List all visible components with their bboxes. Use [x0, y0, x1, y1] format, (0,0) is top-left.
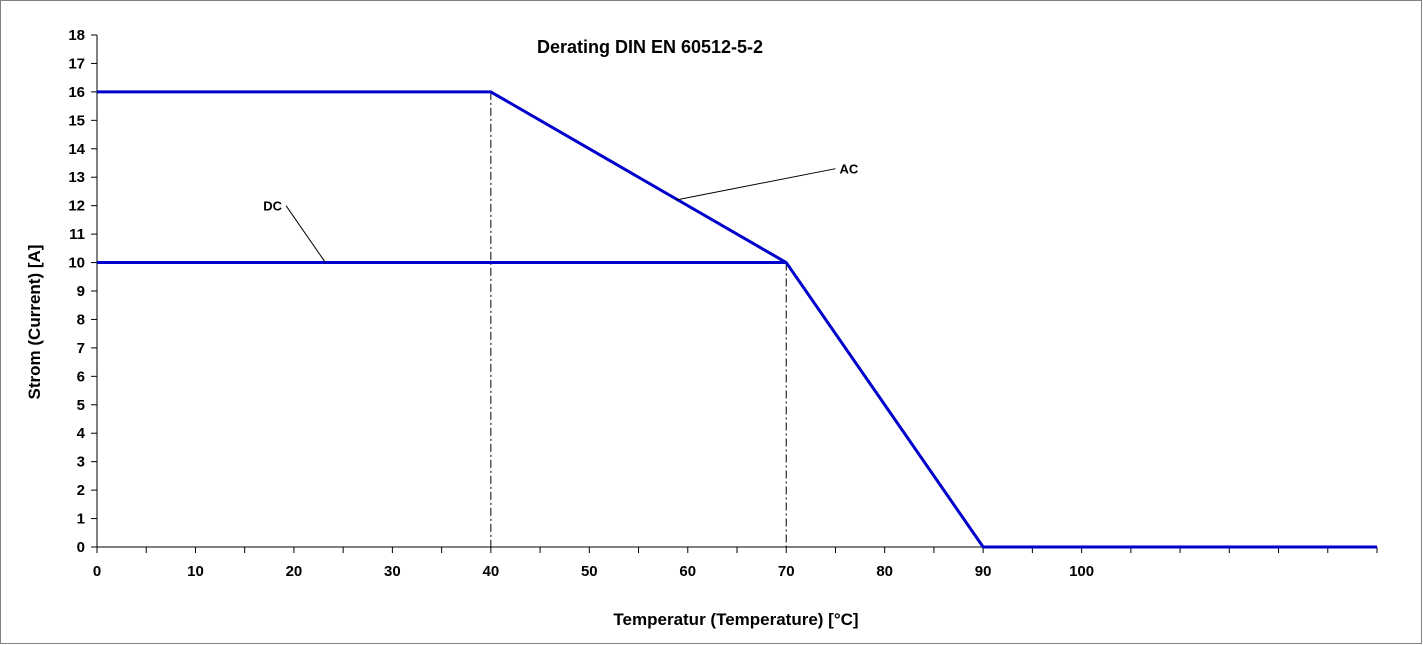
- annotation-leader: [675, 168, 836, 201]
- y-tick-label: 3: [77, 454, 85, 471]
- y-tick-label: 8: [77, 311, 85, 328]
- x-tick-label: 90: [975, 563, 992, 580]
- x-tick-label: 60: [679, 563, 696, 580]
- y-tick-label: 16: [68, 84, 85, 101]
- y-tick-label: 18: [68, 27, 85, 44]
- y-tick-label: 5: [77, 397, 85, 414]
- x-tick-label: 10: [187, 563, 204, 580]
- y-tick-label: 12: [68, 198, 85, 215]
- x-tick-label: 80: [876, 563, 893, 580]
- y-tick-label: 10: [68, 255, 85, 272]
- y-tick-label: 4: [77, 425, 86, 442]
- chart-title: Derating DIN EN 60512-5-2: [537, 37, 763, 57]
- x-tick-label: 100: [1069, 563, 1094, 580]
- y-tick-label: 15: [68, 112, 85, 129]
- x-tick-label: 20: [286, 563, 303, 580]
- y-tick-label: 6: [77, 368, 85, 385]
- x-tick-label: 30: [384, 563, 401, 580]
- y-tick-label: 1: [77, 511, 85, 528]
- y-tick-label: 9: [77, 283, 85, 300]
- x-tick-label: 50: [581, 563, 598, 580]
- y-tick-label: 17: [68, 55, 85, 72]
- x-axis-title: Temperatur (Temperature) [°C]: [613, 610, 858, 629]
- x-tick-label: 70: [778, 563, 795, 580]
- x-tick-label: 0: [93, 563, 101, 580]
- y-tick-label: 0: [77, 539, 85, 556]
- annotation-leader: [285, 205, 326, 263]
- x-tick-label: 40: [483, 563, 500, 580]
- y-tick-label: 14: [68, 141, 85, 158]
- y-axis-title: Strom (Current) [A]: [25, 245, 44, 400]
- y-tick-label: 13: [68, 169, 85, 186]
- y-tick-label: 7: [77, 340, 85, 357]
- y-tick-label: 2: [77, 482, 85, 499]
- annotation-label-dc: DC: [263, 199, 282, 214]
- annotation-label-ac: AC: [839, 162, 858, 177]
- y-tick-label: 11: [69, 226, 85, 243]
